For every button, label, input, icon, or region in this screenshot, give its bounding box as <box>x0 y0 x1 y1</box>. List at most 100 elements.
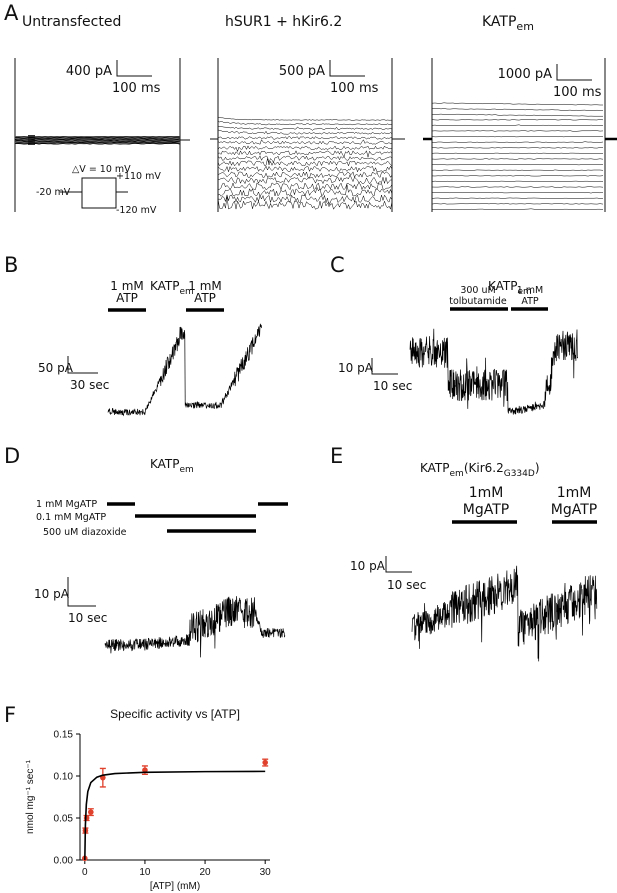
current-trace <box>431 180 604 182</box>
title-sub: G334D <box>504 469 535 479</box>
current-trace <box>217 155 393 164</box>
current-trace <box>217 120 393 126</box>
title-main: KATP <box>420 461 450 475</box>
protocol-low: -120 mV <box>116 205 157 216</box>
current-trace <box>431 136 604 138</box>
current-trace <box>217 196 393 210</box>
current-trace <box>14 137 181 139</box>
protocol-diagram <box>60 177 128 209</box>
data-point <box>262 759 268 766</box>
application-label: 1mM <box>557 485 592 501</box>
panel-title: KATPem <box>150 457 194 475</box>
scale-current: 10 pA <box>338 361 374 375</box>
application-label: 1 mM MgATP <box>36 499 97 510</box>
current-trace <box>14 139 181 141</box>
application-label: MgATP <box>551 502 597 518</box>
y-tick-label: 0.00 <box>54 856 74 867</box>
y-tick-label: 0.10 <box>54 772 74 783</box>
title-main: KATP <box>150 279 180 293</box>
panel-label: D <box>4 444 20 468</box>
scale-time: 100 ms <box>112 81 161 96</box>
title-main: ) <box>535 461 540 475</box>
application-label: ATP <box>116 291 138 305</box>
current-trace <box>431 203 604 205</box>
fit-curve <box>84 770 266 861</box>
current-trace <box>431 141 604 143</box>
title-sub: em <box>180 287 194 297</box>
current-trace <box>217 136 393 140</box>
application-label: 500 uM diazoxide <box>43 527 127 538</box>
scale-bar <box>116 60 152 77</box>
panel-label: E <box>330 444 343 468</box>
condition-title: KATPem <box>482 14 534 33</box>
current-trace <box>411 565 598 662</box>
application-label: ATP <box>194 291 216 305</box>
current-trace <box>217 184 393 197</box>
current-trace <box>217 125 393 131</box>
current-trace <box>15 136 180 138</box>
x-tick-label: 10 <box>139 867 151 878</box>
protocol-high: +110 mV <box>116 171 161 182</box>
current-trace <box>104 596 286 658</box>
scale-time: 10 sec <box>387 578 426 592</box>
scale-current: 500 pA <box>279 64 325 79</box>
current-trace <box>431 124 604 126</box>
panel-title: KATPem(Kir6.2G334D) <box>420 461 540 479</box>
title-main: (Kir6.2 <box>464 461 504 475</box>
current-trace <box>217 116 393 121</box>
panel-title: KATPem <box>488 279 532 297</box>
scale-current: 400 pA <box>66 64 112 79</box>
panel-label: F <box>4 703 16 727</box>
scale-current: 10 pA <box>34 587 70 601</box>
current-trace <box>14 143 181 145</box>
y-tick-label: 0.05 <box>54 814 74 825</box>
scale-current: 1000 pA <box>498 67 552 82</box>
current-trace <box>217 171 393 179</box>
current-trace <box>409 328 579 415</box>
scale-time: 10 sec <box>373 379 412 393</box>
current-trace <box>431 118 604 121</box>
x-axis-label: [ATP] (mM) <box>150 881 200 892</box>
application-label: MgATP <box>463 502 509 518</box>
scale-bar <box>556 64 592 81</box>
application-label: 1mM <box>469 485 504 501</box>
current-trace <box>217 194 393 207</box>
current-trace <box>431 192 604 194</box>
scale-bar <box>67 577 96 607</box>
current-trace <box>431 102 603 106</box>
current-trace <box>107 323 262 417</box>
title-main: KATP <box>482 14 516 30</box>
current-trace <box>431 169 604 171</box>
scale-bar <box>385 556 412 573</box>
chart-title: Specific activity vs [ATP] <box>110 707 240 721</box>
current-trace <box>15 142 181 144</box>
scale-current: 10 pA <box>350 559 386 573</box>
title-main: KATP <box>488 279 518 293</box>
current-trace <box>217 158 393 167</box>
current-trace <box>217 139 393 145</box>
panel-label: C <box>330 253 345 277</box>
application-label: ATP <box>521 296 539 307</box>
current-trace <box>15 138 181 140</box>
scale-bar <box>329 60 365 77</box>
data-point <box>88 809 94 815</box>
condition-title: hSUR1 + hKir6.2 <box>225 14 342 30</box>
current-trace <box>431 108 604 111</box>
y-axis-label: nmol mg⁻¹ sec⁻¹ <box>25 759 36 834</box>
current-trace <box>217 145 393 153</box>
current-trace <box>217 174 393 185</box>
current-trace <box>431 186 604 188</box>
panel-label: A <box>4 1 19 25</box>
scale-time: 10 sec <box>68 611 107 625</box>
scale-current: 50 pA <box>38 361 74 375</box>
current-trace <box>431 197 604 199</box>
application-label: 1 mM <box>110 279 144 293</box>
current-trace <box>432 164 604 166</box>
scale-time: 30 sec <box>70 378 109 392</box>
application-label: 1 mM <box>517 285 544 296</box>
current-trace <box>431 147 603 149</box>
current-trace <box>431 152 604 154</box>
current-trace <box>14 140 181 142</box>
current-trace <box>217 182 393 191</box>
